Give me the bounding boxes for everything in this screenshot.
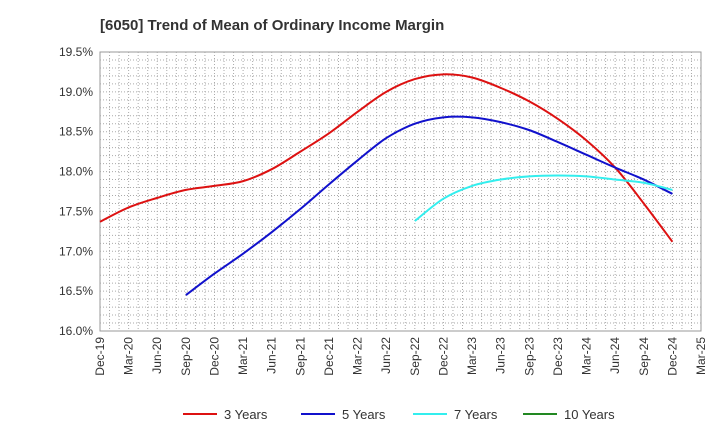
y-tick-label: 16.0%: [59, 324, 93, 338]
series-layer: [99, 73, 674, 296]
x-tick-label: Mar-24: [580, 337, 594, 375]
series-line-3-years: [99, 73, 674, 243]
series-line-5-years: [185, 115, 673, 296]
x-tick-label: Jun-21: [265, 337, 279, 374]
x-tick-label: Dec-23: [551, 337, 565, 376]
x-tick-label: Mar-20: [122, 337, 136, 375]
x-tick-label: Sep-24: [637, 337, 651, 376]
x-tick-label: Mar-23: [465, 337, 479, 375]
y-tick-label: 18.5%: [59, 125, 93, 139]
y-tick-label: 18.0%: [59, 165, 93, 179]
x-tick-label: Jun-22: [379, 337, 393, 374]
legend: 3 Years 5 Years 7 Years 10 Years: [183, 407, 615, 422]
chart-title: [6050] Trend of Mean of Ordinary Income …: [100, 17, 444, 34]
y-tick-label: 19.0%: [59, 85, 93, 99]
y-tick-label: 17.5%: [59, 204, 93, 218]
x-tick-label: Sep-21: [293, 337, 307, 376]
y-tick-label: 16.5%: [59, 284, 93, 298]
x-tick-label: Mar-22: [351, 337, 365, 375]
legend-label-5-years: 5 Years: [342, 407, 386, 422]
y-tick-label: 19.5%: [59, 45, 93, 59]
x-tick-label: Sep-20: [179, 337, 193, 376]
x-axis: Dec-19 Mar-20 Jun-20 Sep-20 Dec-20 Mar-21 Jun-…: [93, 337, 708, 376]
legend-label-3-years: 3 Years: [224, 407, 268, 422]
x-tick-label: Jun-24: [608, 337, 622, 374]
legend-label-10-years: 10 Years: [564, 407, 615, 422]
x-tick-label: Dec-21: [322, 337, 336, 376]
x-tick-label: Dec-22: [436, 337, 450, 376]
x-tick-label: Sep-22: [408, 337, 422, 376]
x-tick-label: Jun-23: [494, 337, 508, 374]
legend-label-7-years: 7 Years: [454, 407, 498, 422]
x-tick-label: Sep-23: [522, 337, 536, 376]
plot-area: [99, 51, 702, 332]
y-axis: 16.0% 16.5% 17.0% 17.5% 18.0% 18.5% 19.0% 19.5%: [59, 45, 93, 338]
y-tick-label: 17.0%: [59, 244, 93, 258]
x-tick-label: Dec-20: [207, 337, 221, 376]
x-tick-label: Jun-20: [150, 337, 164, 374]
series-line-7-years: [414, 174, 673, 222]
x-tick-label: Dec-19: [93, 337, 107, 376]
x-tick-label: Mar-21: [236, 337, 250, 375]
x-tick-label: Dec-24: [665, 337, 679, 376]
x-tick-label: Mar-25: [694, 337, 708, 375]
